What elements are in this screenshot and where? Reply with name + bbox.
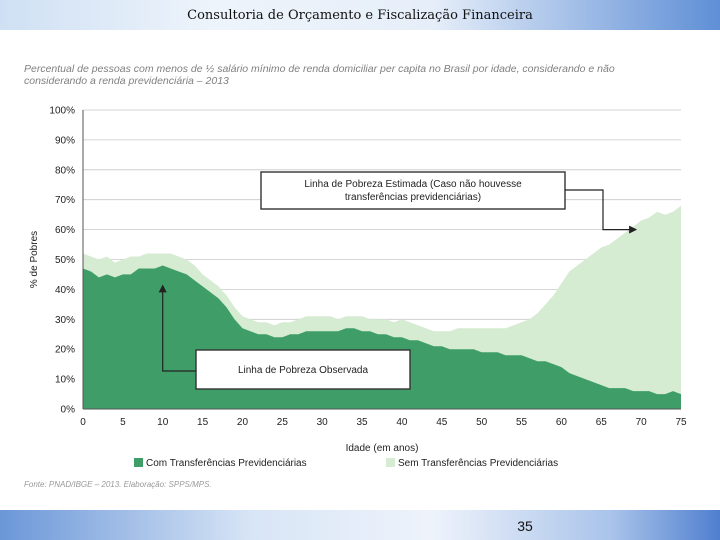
x-axis-label: Idade (em anos) [346,443,419,454]
slide-title: Consultoria de Orçamento e Fiscalização … [187,8,533,23]
y-tick-label: 0% [61,405,76,416]
x-tick-label: 70 [636,417,648,428]
annotation-text-observada: Linha de Pobreza Observada [238,365,369,376]
x-tick-label: 20 [237,417,249,428]
chart-title-line-1: Percentual de pessoas com menos de ½ sal… [24,63,615,75]
y-tick-label: 90% [55,135,75,146]
annotation-text-estimada-line-2: transferências previdenciárias) [345,192,481,203]
chart-title-line-2: considerando a renda previdenciária – 20… [24,75,229,87]
legend-swatch-sem [386,458,395,467]
legend: Com Transferências Previdenciárias Sem Tr… [134,458,558,469]
legend-swatch-com [134,458,143,467]
page-number: 35 [517,518,533,534]
source-note: Fonte: PNAD/IBGE – 2013. Elaboração: SPP… [24,480,212,489]
chart-title: Percentual de pessoas com menos de ½ sal… [24,63,694,87]
y-tick-label: 70% [55,195,75,206]
x-tick-label: 30 [317,417,329,428]
legend-label-com: Com Transferências Previdenciárias [146,458,307,469]
x-tick-label: 5 [120,417,126,428]
x-tick-label: 0 [80,417,86,428]
x-tick-label: 50 [476,417,488,428]
y-tick-label: 40% [55,285,75,296]
x-tick-label: 65 [596,417,608,428]
y-tick-label: 50% [55,255,75,266]
poverty-area-chart: 0% 10% 20% 30% 40% 50% 60% 70% 80% 90% 100% 0 5 10 15 2… [29,106,687,470]
header-bar [0,0,720,30]
y-axis-label: % de Pobres [29,231,40,288]
x-tick-label: 60 [556,417,568,428]
annotation-arrow-observada [158,284,196,372]
x-tick-label: 75 [675,417,687,428]
x-tick-label: 25 [277,417,289,428]
axis-layer: 0% 10% 20% 30% 40% 50% 60% 70% 80% 90% 100% 0 5 10 15 2… [29,106,687,455]
x-tick-label: 45 [436,417,448,428]
annotation-layer: Linha de Pobreza Estimada (Caso não houv… [158,171,638,390]
y-tick-label: 100% [49,106,75,117]
y-tick-label: 20% [55,345,75,356]
x-tick-label: 15 [197,417,209,428]
y-tick-label: 80% [55,165,75,176]
x-tick-label: 40 [396,417,408,428]
x-tick-label: 35 [357,417,369,428]
legend-label-sem: Sem Transferências Previdenciárias [398,458,558,469]
annotation-box-estimada [260,171,566,210]
footer-bar [0,510,720,540]
y-tick-label: 60% [55,225,75,236]
y-tick-label: 10% [55,375,75,386]
x-tick-label: 55 [516,417,528,428]
annotation-text-estimada-line-1: Linha de Pobreza Estimada (Caso não houv… [304,179,522,190]
annotation-box-observada [195,349,411,390]
annotation-arrow-estimada [565,189,638,234]
x-tick-label: 10 [157,417,169,428]
y-tick-label: 30% [55,315,75,326]
